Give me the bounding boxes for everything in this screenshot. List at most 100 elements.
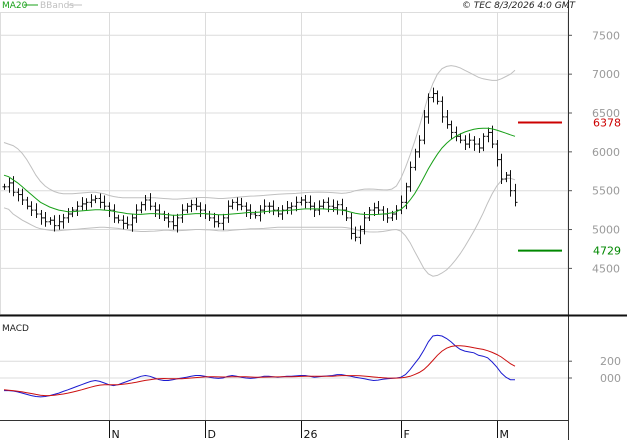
ohlc-bar xyxy=(477,138,482,153)
ohlc-bar xyxy=(175,213,180,233)
ohlc-bar xyxy=(66,208,71,223)
date-tick-label: D xyxy=(208,428,216,440)
ohlc-bar xyxy=(258,205,263,222)
ohlc-bar xyxy=(413,148,418,171)
ohlc-bar xyxy=(362,211,367,235)
ohlc-bar xyxy=(344,207,349,221)
ohlc-bar xyxy=(244,202,249,217)
price-tick-label: 7500 xyxy=(592,29,620,42)
bb-lower-line xyxy=(3,177,516,277)
ohlc-bar xyxy=(335,200,340,215)
price-tick-label: 4500 xyxy=(592,262,620,275)
ohlc-bar xyxy=(394,205,399,220)
ohlc-bar xyxy=(504,172,509,183)
level-label: 4729 xyxy=(593,245,621,258)
ohlc-bar xyxy=(472,136,477,151)
price-tick-label: 5500 xyxy=(592,185,620,198)
ohlc-bar xyxy=(43,211,48,227)
ohlc-bar xyxy=(134,204,139,223)
ohlc-bar xyxy=(153,202,158,217)
ohlc-bar xyxy=(495,140,500,167)
ohlc-bar xyxy=(112,204,117,223)
ohlc-bars xyxy=(2,87,518,245)
ohlc-bar xyxy=(107,202,112,217)
date-tick-label: N xyxy=(112,428,120,440)
ohlc-bar xyxy=(353,226,358,242)
ohlc-bar xyxy=(499,153,504,185)
ohlc-bar xyxy=(143,195,148,211)
ohlc-bar xyxy=(57,214,62,230)
level-label: 6378 xyxy=(593,116,621,129)
ohlc-bar xyxy=(239,197,244,211)
price-tick-label: 6000 xyxy=(592,146,620,159)
ma20-line xyxy=(3,127,516,216)
legend-ma20: MA20 xyxy=(2,1,28,11)
ohlc-bar xyxy=(139,201,144,214)
ohlc-bar xyxy=(80,197,85,211)
support-resistance-levels: 6378 4729 xyxy=(518,116,621,258)
ohlc-bar xyxy=(121,215,126,230)
ohlc-bar xyxy=(508,170,513,197)
ohlc-bar xyxy=(463,135,468,150)
ohlc-bar xyxy=(372,202,377,217)
price-tick-label: 7000 xyxy=(592,68,620,81)
ohlc-bar xyxy=(367,207,372,221)
ohlc-bar xyxy=(75,201,80,217)
ohlc-bar xyxy=(440,96,445,123)
ohlc-bar xyxy=(20,188,25,205)
macd-panel-title: MACD xyxy=(2,324,29,334)
macd-signal-line xyxy=(3,345,516,397)
price-tick-label: 5000 xyxy=(592,224,620,237)
date-tick-label: M xyxy=(500,428,510,440)
ohlc-bar xyxy=(349,212,354,240)
ohlc-bar xyxy=(198,202,203,217)
ohlc-bar xyxy=(61,213,66,229)
ohlc-bar xyxy=(212,212,217,228)
ohlc-bar xyxy=(130,213,135,232)
ohlc-bar xyxy=(458,133,463,144)
ohlc-bar xyxy=(221,213,226,231)
price-tick-label: 6500 xyxy=(592,107,620,120)
ohlc-bar xyxy=(7,177,12,193)
ohlc-bar xyxy=(116,214,121,224)
ohlc-bar xyxy=(481,133,486,152)
ohlc-bar xyxy=(312,202,317,217)
ohlc-bar xyxy=(248,204,253,219)
ohlc-bar xyxy=(48,217,53,225)
date-tick-label: F xyxy=(404,428,410,440)
ohlc-bar xyxy=(148,193,153,211)
ohlc-bar xyxy=(216,214,221,228)
bollinger-bands xyxy=(3,65,516,277)
ohlc-bar xyxy=(513,183,518,207)
ohlc-bar xyxy=(39,209,44,225)
ohlc-bar xyxy=(467,133,472,149)
ohlc-bar xyxy=(25,196,30,210)
ohlc-bar xyxy=(358,225,363,245)
ohlc-bar xyxy=(408,161,413,192)
ohlc-bar xyxy=(303,195,308,209)
ohlc-bar xyxy=(449,120,454,140)
ohlc-bar xyxy=(89,194,94,208)
macd-tick-label: 200 xyxy=(600,355,621,368)
ohlc-bar xyxy=(445,110,450,129)
ohlc-bar xyxy=(185,203,190,214)
copyright-timestamp: © TEC 8/3/2026 4:0 GMT xyxy=(462,1,577,11)
macd-tick-label: 000 xyxy=(600,372,621,385)
ohlc-bar xyxy=(280,205,285,220)
legend: MA20 BBands xyxy=(2,1,82,11)
ohlc-bar xyxy=(29,201,34,217)
ohlc-bar xyxy=(321,199,326,210)
ohlc-bar xyxy=(84,198,89,211)
ohlc-bar xyxy=(308,195,313,211)
ohlc-bar xyxy=(180,204,185,223)
ohlc-bar xyxy=(102,195,107,211)
ohlc-bar xyxy=(171,214,176,230)
date-tick-label: 26 xyxy=(304,428,318,440)
ohlc-bar xyxy=(189,199,194,213)
bb-upper-line xyxy=(3,65,516,200)
ohlc-bar xyxy=(93,195,98,204)
ohlc-bar xyxy=(235,197,240,211)
legend-bbands: BBands xyxy=(40,1,74,11)
